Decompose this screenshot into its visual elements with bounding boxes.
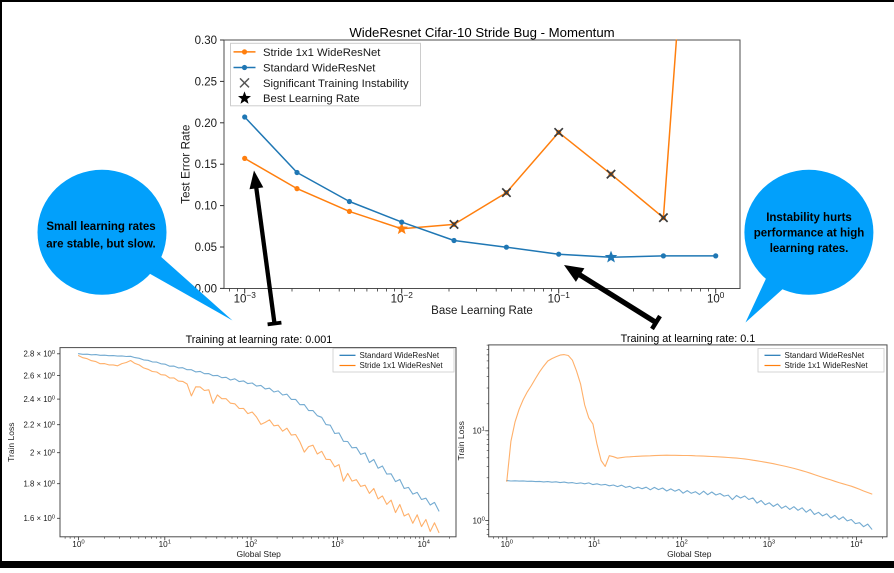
svg-text:103: 103 <box>331 540 344 549</box>
svg-text:Small learning rates: Small learning rates <box>46 221 155 233</box>
svg-text:0.10: 0.10 <box>195 201 217 213</box>
svg-text:Standard WideResNet: Standard WideResNet <box>360 351 440 360</box>
svg-text:2.4 × 100: 2.4 × 100 <box>23 395 55 404</box>
svg-text:WideResnet Cifar-10 Stride Bug: WideResnet Cifar-10 Stride Bug - Momentu… <box>349 25 614 40</box>
svg-text:Stride 1x1 WideResNet: Stride 1x1 WideResNet <box>360 361 444 370</box>
svg-text:1.6 × 100: 1.6 × 100 <box>23 514 55 523</box>
svg-text:Training at learning rate: 0.1: Training at learning rate: 0.1 <box>621 333 756 345</box>
svg-text:102: 102 <box>245 540 257 549</box>
svg-text:Train Loss: Train Loss <box>456 421 466 460</box>
svg-text:2 × 100: 2 × 100 <box>30 449 55 458</box>
svg-text:100: 100 <box>72 540 85 549</box>
svg-text:0.05: 0.05 <box>195 242 217 254</box>
svg-text:Stride 1x1 WideResNet: Stride 1x1 WideResNet <box>785 361 869 370</box>
svg-text:2.2 × 100: 2.2 × 100 <box>23 421 55 430</box>
svg-text:104: 104 <box>418 540 431 549</box>
svg-text:Train Loss: Train Loss <box>6 423 16 462</box>
svg-text:0.25: 0.25 <box>195 76 217 88</box>
svg-text:103: 103 <box>763 540 776 549</box>
svg-text:Standard WideResNet: Standard WideResNet <box>785 351 865 360</box>
svg-text:Best Learning Rate: Best Learning Rate <box>263 93 360 105</box>
svg-text:2.8 × 100: 2.8 × 100 <box>23 350 55 359</box>
svg-text:0.20: 0.20 <box>195 118 217 130</box>
svg-text:104: 104 <box>850 540 863 549</box>
svg-text:1.8 × 100: 1.8 × 100 <box>23 480 55 489</box>
svg-text:101: 101 <box>159 540 171 549</box>
svg-text:learning rates.: learning rates. <box>770 243 849 255</box>
svg-text:Global Step: Global Step <box>236 549 281 559</box>
svg-text:101: 101 <box>473 427 485 436</box>
svg-text:are stable, but slow.: are stable, but slow. <box>46 239 156 251</box>
svg-text:100: 100 <box>473 516 486 525</box>
svg-text:Stride 1x1 WideResNet: Stride 1x1 WideResNet <box>263 47 381 59</box>
svg-text:2.6 × 100: 2.6 × 100 <box>23 371 55 380</box>
svg-text:101: 101 <box>588 540 600 549</box>
svg-text:102: 102 <box>675 540 687 549</box>
svg-text:100: 100 <box>501 540 514 549</box>
svg-text:Base Learning Rate: Base Learning Rate <box>431 305 533 317</box>
svg-text:Test Error Rate: Test Error Rate <box>178 124 192 204</box>
svg-text:Significant Training Instabili: Significant Training Instability <box>263 78 409 90</box>
svg-text:Instability hurts: Instability hurts <box>766 212 852 224</box>
svg-text:0.15: 0.15 <box>195 159 217 171</box>
svg-text:Standard WideResNet: Standard WideResNet <box>263 63 376 75</box>
svg-text:0.30: 0.30 <box>195 35 217 47</box>
svg-text:Global Step: Global Step <box>667 549 712 559</box>
svg-text:performance at high: performance at high <box>754 228 865 240</box>
svg-text:Training at learning rate: 0.0: Training at learning rate: 0.001 <box>186 334 333 346</box>
